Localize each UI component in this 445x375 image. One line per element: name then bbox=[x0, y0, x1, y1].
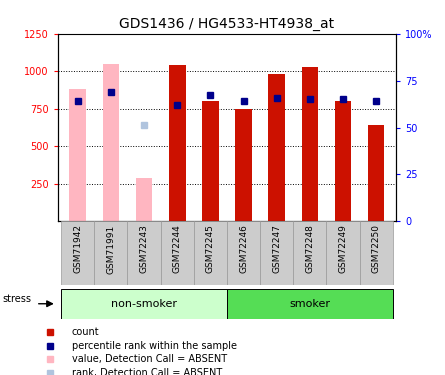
Bar bbox=[61, 221, 94, 285]
Text: GSM72245: GSM72245 bbox=[206, 224, 215, 273]
Text: value, Detection Call = ABSENT: value, Detection Call = ABSENT bbox=[72, 354, 227, 364]
Text: GSM72244: GSM72244 bbox=[173, 224, 182, 273]
Text: GSM71942: GSM71942 bbox=[73, 224, 82, 273]
Text: GSM72248: GSM72248 bbox=[305, 224, 314, 273]
Bar bbox=[169, 65, 186, 221]
Bar bbox=[368, 125, 384, 221]
Bar bbox=[61, 289, 227, 319]
Bar bbox=[136, 178, 152, 221]
Bar bbox=[335, 101, 351, 221]
Bar bbox=[103, 64, 119, 221]
Bar bbox=[194, 221, 227, 285]
Bar bbox=[360, 221, 393, 285]
Text: GSM72243: GSM72243 bbox=[140, 224, 149, 273]
Text: smoker: smoker bbox=[289, 299, 330, 309]
Text: stress: stress bbox=[3, 294, 32, 304]
Title: GDS1436 / HG4533-HT4938_at: GDS1436 / HG4533-HT4938_at bbox=[119, 17, 335, 32]
Bar bbox=[161, 221, 194, 285]
Text: GSM72249: GSM72249 bbox=[339, 224, 348, 273]
Bar bbox=[227, 289, 393, 319]
Bar bbox=[94, 221, 127, 285]
Bar bbox=[327, 221, 360, 285]
Bar bbox=[69, 89, 86, 221]
Text: percentile rank within the sample: percentile rank within the sample bbox=[72, 340, 237, 351]
Text: GSM72250: GSM72250 bbox=[372, 224, 380, 273]
Bar bbox=[235, 109, 252, 221]
Bar bbox=[293, 221, 327, 285]
Bar bbox=[202, 101, 218, 221]
Bar bbox=[127, 221, 161, 285]
Text: non-smoker: non-smoker bbox=[111, 299, 177, 309]
Text: GSM72247: GSM72247 bbox=[272, 224, 281, 273]
Bar bbox=[268, 74, 285, 221]
Bar bbox=[260, 221, 293, 285]
Text: count: count bbox=[72, 327, 99, 337]
Text: GSM72246: GSM72246 bbox=[239, 224, 248, 273]
Bar bbox=[227, 221, 260, 285]
Bar bbox=[302, 67, 318, 221]
Text: rank, Detection Call = ABSENT: rank, Detection Call = ABSENT bbox=[72, 368, 222, 375]
Text: GSM71991: GSM71991 bbox=[106, 224, 115, 274]
